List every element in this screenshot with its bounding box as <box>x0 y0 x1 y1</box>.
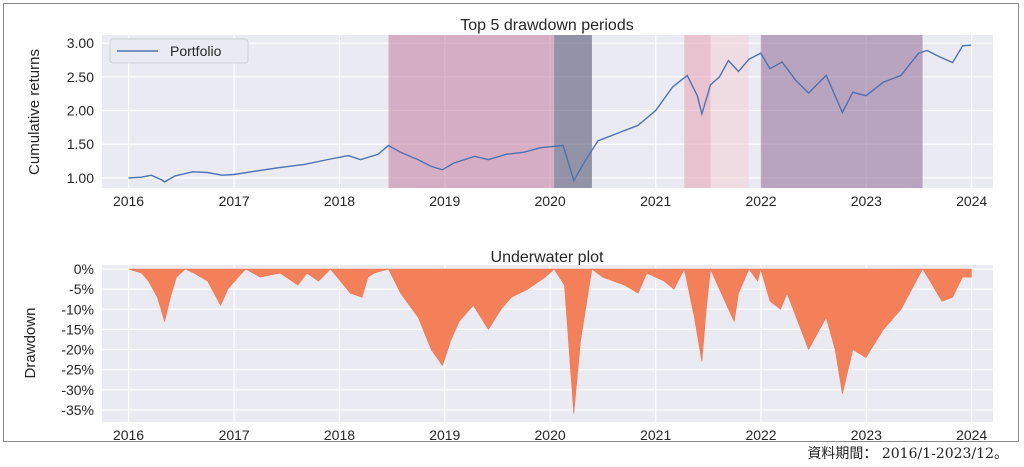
y-tick-label: -30% <box>61 382 94 398</box>
drawdown-period-shading <box>388 35 923 188</box>
x-tick-label: 2018 <box>324 193 355 209</box>
y-tick-label: -35% <box>61 402 94 418</box>
x-tick-label: 2024 <box>956 427 987 443</box>
legend: Portfolio <box>109 38 249 64</box>
y-tick-label: -25% <box>61 362 94 378</box>
drawdown-period-band <box>554 35 592 188</box>
y-tick-label: 1.50 <box>67 136 94 152</box>
x-tick-label: 2021 <box>640 427 671 443</box>
y-tick-label: 0% <box>74 261 94 277</box>
y-tick-label: 1.00 <box>67 170 94 186</box>
x-tick-label: 2017 <box>219 427 250 443</box>
y-tick-label: 3.00 <box>67 35 94 51</box>
x-tick-label: 2017 <box>219 193 250 209</box>
x-tick-label: 2016 <box>113 193 144 209</box>
bottom-y-axis-label: Drawdown <box>22 308 39 379</box>
drawdown-period-band <box>710 35 749 188</box>
x-tick-label: 2020 <box>535 193 566 209</box>
top-y-axis-label: Cumulative returns <box>26 49 43 175</box>
y-tick-label: -10% <box>61 301 94 317</box>
data-period-caption: 資料期間： 2016/1-2023/12。 <box>807 446 1008 462</box>
x-tick-label: 2023 <box>851 193 882 209</box>
drawdown-period-band <box>388 35 555 188</box>
top-chart-title: Top 5 drawdown periods <box>460 17 633 34</box>
bottom-tick-labels: 2016 2017 2018 2019 2020 2021 2022 2023 2024 0% -5… <box>61 261 987 443</box>
y-tick-label: 2.00 <box>67 102 94 118</box>
underwater-area <box>128 267 972 414</box>
x-tick-label: 2018 <box>324 427 355 443</box>
top-tick-labels: 2016 2017 2018 2019 2020 2021 2022 2023 2024 1.00… <box>67 35 988 209</box>
y-tick-label: 2.50 <box>67 69 94 85</box>
legend-label-portfolio: Portfolio <box>170 43 222 59</box>
x-tick-label: 2023 <box>851 427 882 443</box>
x-tick-label: 2022 <box>745 193 776 209</box>
legend-box <box>109 38 249 64</box>
y-tick-label: -20% <box>61 342 94 358</box>
drawdown-period-band <box>684 35 711 188</box>
x-tick-label: 2019 <box>429 427 460 443</box>
x-tick-label: 2020 <box>535 427 566 443</box>
y-tick-label: -15% <box>61 321 94 337</box>
x-tick-label: 2022 <box>745 427 776 443</box>
x-tick-label: 2021 <box>640 193 671 209</box>
y-tick-label: -5% <box>69 281 94 297</box>
portfolio-line <box>128 44 972 183</box>
x-tick-label: 2024 <box>956 193 987 209</box>
x-tick-label: 2016 <box>113 427 144 443</box>
bottom-chart-title: Underwater plot <box>491 249 605 266</box>
x-tick-label: 2019 <box>429 193 460 209</box>
